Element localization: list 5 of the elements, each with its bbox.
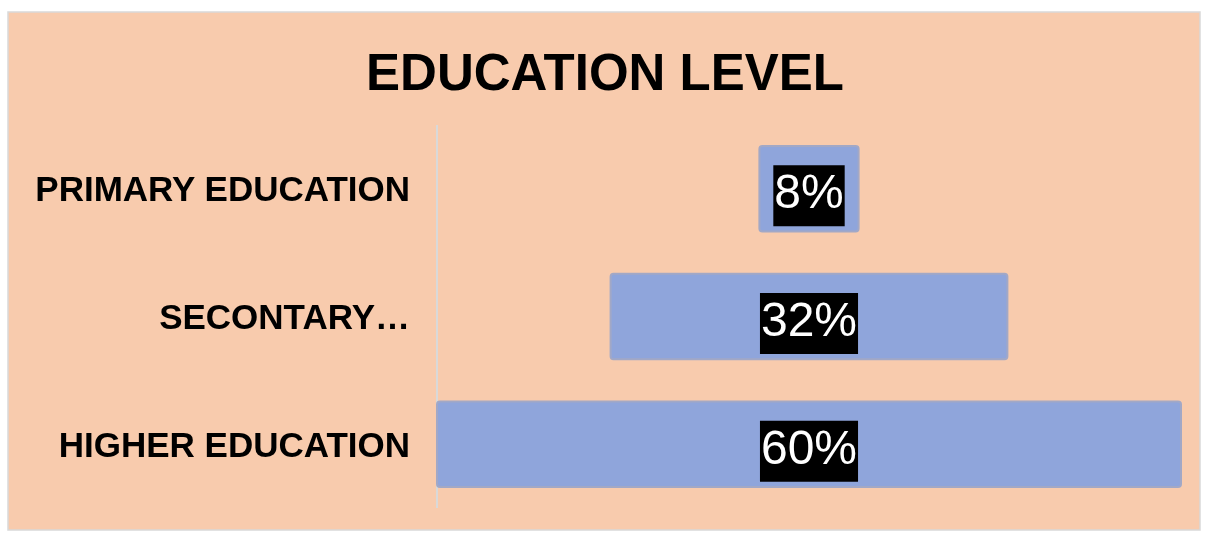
data-label: 8% [774,165,844,219]
category-label: SECONTARY… [159,297,410,336]
text: EDUCATION LEVEL [366,44,844,101]
category-label: PRIMARY EDUCATION [35,169,410,209]
category-label: HIGHER EDUCATION [58,424,410,464]
